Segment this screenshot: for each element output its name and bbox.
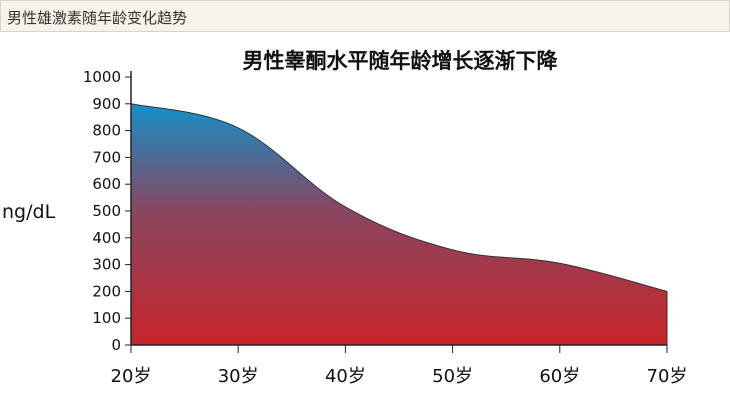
y-tick-label: 500 [92,202,121,220]
data-area [131,103,667,345]
y-tick-label: 800 [92,122,121,140]
chart-title: 男性睾酮水平随年龄增长逐渐下降 [243,49,559,73]
y-axis-label: ng/dL [2,201,56,223]
y-tick-label: 300 [92,256,121,274]
y-tick-label: 200 [92,282,121,300]
data-line [130,103,668,292]
y-tick-label: 900 [92,95,121,113]
header-title: 男性雄激素随年龄变化趋势 [7,9,188,27]
x-tick-label: 30岁 [218,366,259,387]
x-tick-label: 40岁 [325,366,366,387]
y-tick-label: 700 [92,148,121,166]
y-tick-label: 600 [92,175,121,193]
x-tick-label: 20岁 [111,366,152,387]
window-header: 男性雄激素随年龄变化趋势 [0,0,730,32]
y-tick-label: 0 [111,336,121,354]
x-tick-label: 50岁 [432,366,473,387]
y-tick-label: 1000 [83,68,121,86]
y-tick-label: 100 [92,309,121,327]
x-tick-label: 60岁 [539,366,580,387]
x-tick-label: 70岁 [647,366,688,387]
y-tick-label: 400 [92,229,121,247]
